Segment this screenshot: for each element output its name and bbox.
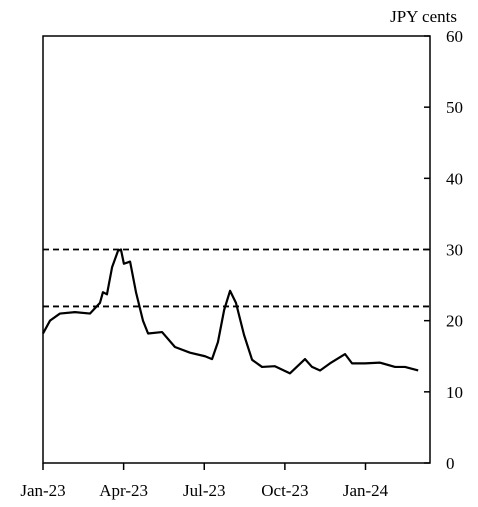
x-tick-label: Jan-23 (20, 481, 65, 500)
y-tick-label: 40 (446, 169, 463, 188)
data-line (42, 248, 419, 375)
axis-label: JPY cents (390, 7, 457, 26)
y-tick-label: 30 (446, 241, 463, 260)
x-tick-label: Oct-23 (261, 481, 308, 500)
x-tick-label: Jan-24 (343, 481, 389, 500)
y-tick-label: 50 (446, 98, 463, 117)
x-tick-label: Apr-23 (99, 481, 148, 500)
x-tick-label: Jul-23 (183, 481, 226, 500)
y-tick-label: 60 (446, 27, 463, 46)
y-tick-label: 0 (446, 454, 455, 473)
y-tick-label: 20 (446, 312, 463, 331)
y-tick-label: 10 (446, 383, 463, 402)
